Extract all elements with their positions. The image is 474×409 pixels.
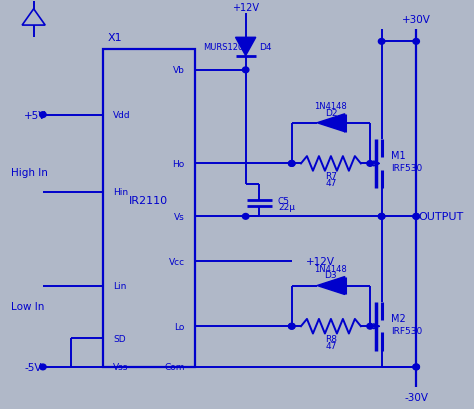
Text: +5V: +5V bbox=[25, 110, 47, 120]
Circle shape bbox=[413, 214, 419, 220]
Text: Vcc: Vcc bbox=[169, 257, 185, 266]
Circle shape bbox=[413, 364, 419, 370]
Text: High In: High In bbox=[10, 167, 47, 177]
Text: D4: D4 bbox=[259, 43, 272, 52]
Text: Lin: Lin bbox=[113, 281, 126, 290]
Text: Ho: Ho bbox=[173, 160, 185, 169]
Text: R7: R7 bbox=[325, 172, 337, 181]
Text: 1N4148: 1N4148 bbox=[315, 264, 347, 273]
Circle shape bbox=[289, 324, 295, 329]
Text: X1: X1 bbox=[108, 33, 122, 43]
Circle shape bbox=[289, 324, 295, 329]
Text: 47: 47 bbox=[325, 341, 337, 350]
Text: C5: C5 bbox=[278, 196, 290, 205]
Text: R8: R8 bbox=[325, 334, 337, 343]
Circle shape bbox=[413, 214, 419, 220]
Polygon shape bbox=[317, 115, 345, 133]
Text: M2: M2 bbox=[391, 313, 406, 323]
Circle shape bbox=[40, 364, 46, 370]
Text: MURS120: MURS120 bbox=[203, 43, 243, 52]
Text: Vdd: Vdd bbox=[113, 111, 130, 120]
Text: Hin: Hin bbox=[113, 188, 128, 197]
Text: IRF530: IRF530 bbox=[391, 164, 422, 173]
Text: +30V: +30V bbox=[402, 15, 430, 25]
Text: D3: D3 bbox=[325, 271, 337, 280]
Text: 1N4148: 1N4148 bbox=[315, 102, 347, 111]
Circle shape bbox=[378, 39, 385, 45]
Circle shape bbox=[413, 39, 419, 45]
Circle shape bbox=[367, 161, 374, 167]
Text: OUTPUT: OUTPUT bbox=[419, 212, 464, 222]
Text: M1: M1 bbox=[391, 151, 405, 161]
Circle shape bbox=[378, 214, 385, 220]
Text: -5V: -5V bbox=[25, 362, 42, 372]
Polygon shape bbox=[236, 38, 256, 56]
Text: IRF530: IRF530 bbox=[391, 326, 422, 335]
Text: Vss: Vss bbox=[113, 362, 128, 371]
Text: Low In: Low In bbox=[10, 301, 44, 311]
Text: Lo: Lo bbox=[174, 322, 185, 331]
Polygon shape bbox=[317, 277, 345, 295]
Text: +12V: +12V bbox=[232, 3, 259, 13]
Circle shape bbox=[242, 68, 249, 74]
Circle shape bbox=[40, 112, 46, 118]
Text: D2: D2 bbox=[325, 108, 337, 117]
Text: Vs: Vs bbox=[174, 212, 185, 221]
Bar bbox=[103, 50, 195, 367]
Circle shape bbox=[367, 324, 374, 329]
Circle shape bbox=[378, 214, 385, 220]
Circle shape bbox=[242, 214, 249, 220]
Text: SD: SD bbox=[113, 334, 126, 343]
Text: Com: Com bbox=[164, 362, 185, 371]
Text: IR2110: IR2110 bbox=[129, 196, 168, 206]
Text: 47: 47 bbox=[325, 179, 337, 188]
Text: Vb: Vb bbox=[173, 66, 185, 75]
Circle shape bbox=[289, 161, 295, 167]
Text: -30V: -30V bbox=[404, 393, 428, 402]
Text: 22μ: 22μ bbox=[278, 202, 295, 211]
Circle shape bbox=[289, 161, 295, 167]
Circle shape bbox=[413, 364, 419, 370]
Text: +12V: +12V bbox=[306, 256, 335, 266]
